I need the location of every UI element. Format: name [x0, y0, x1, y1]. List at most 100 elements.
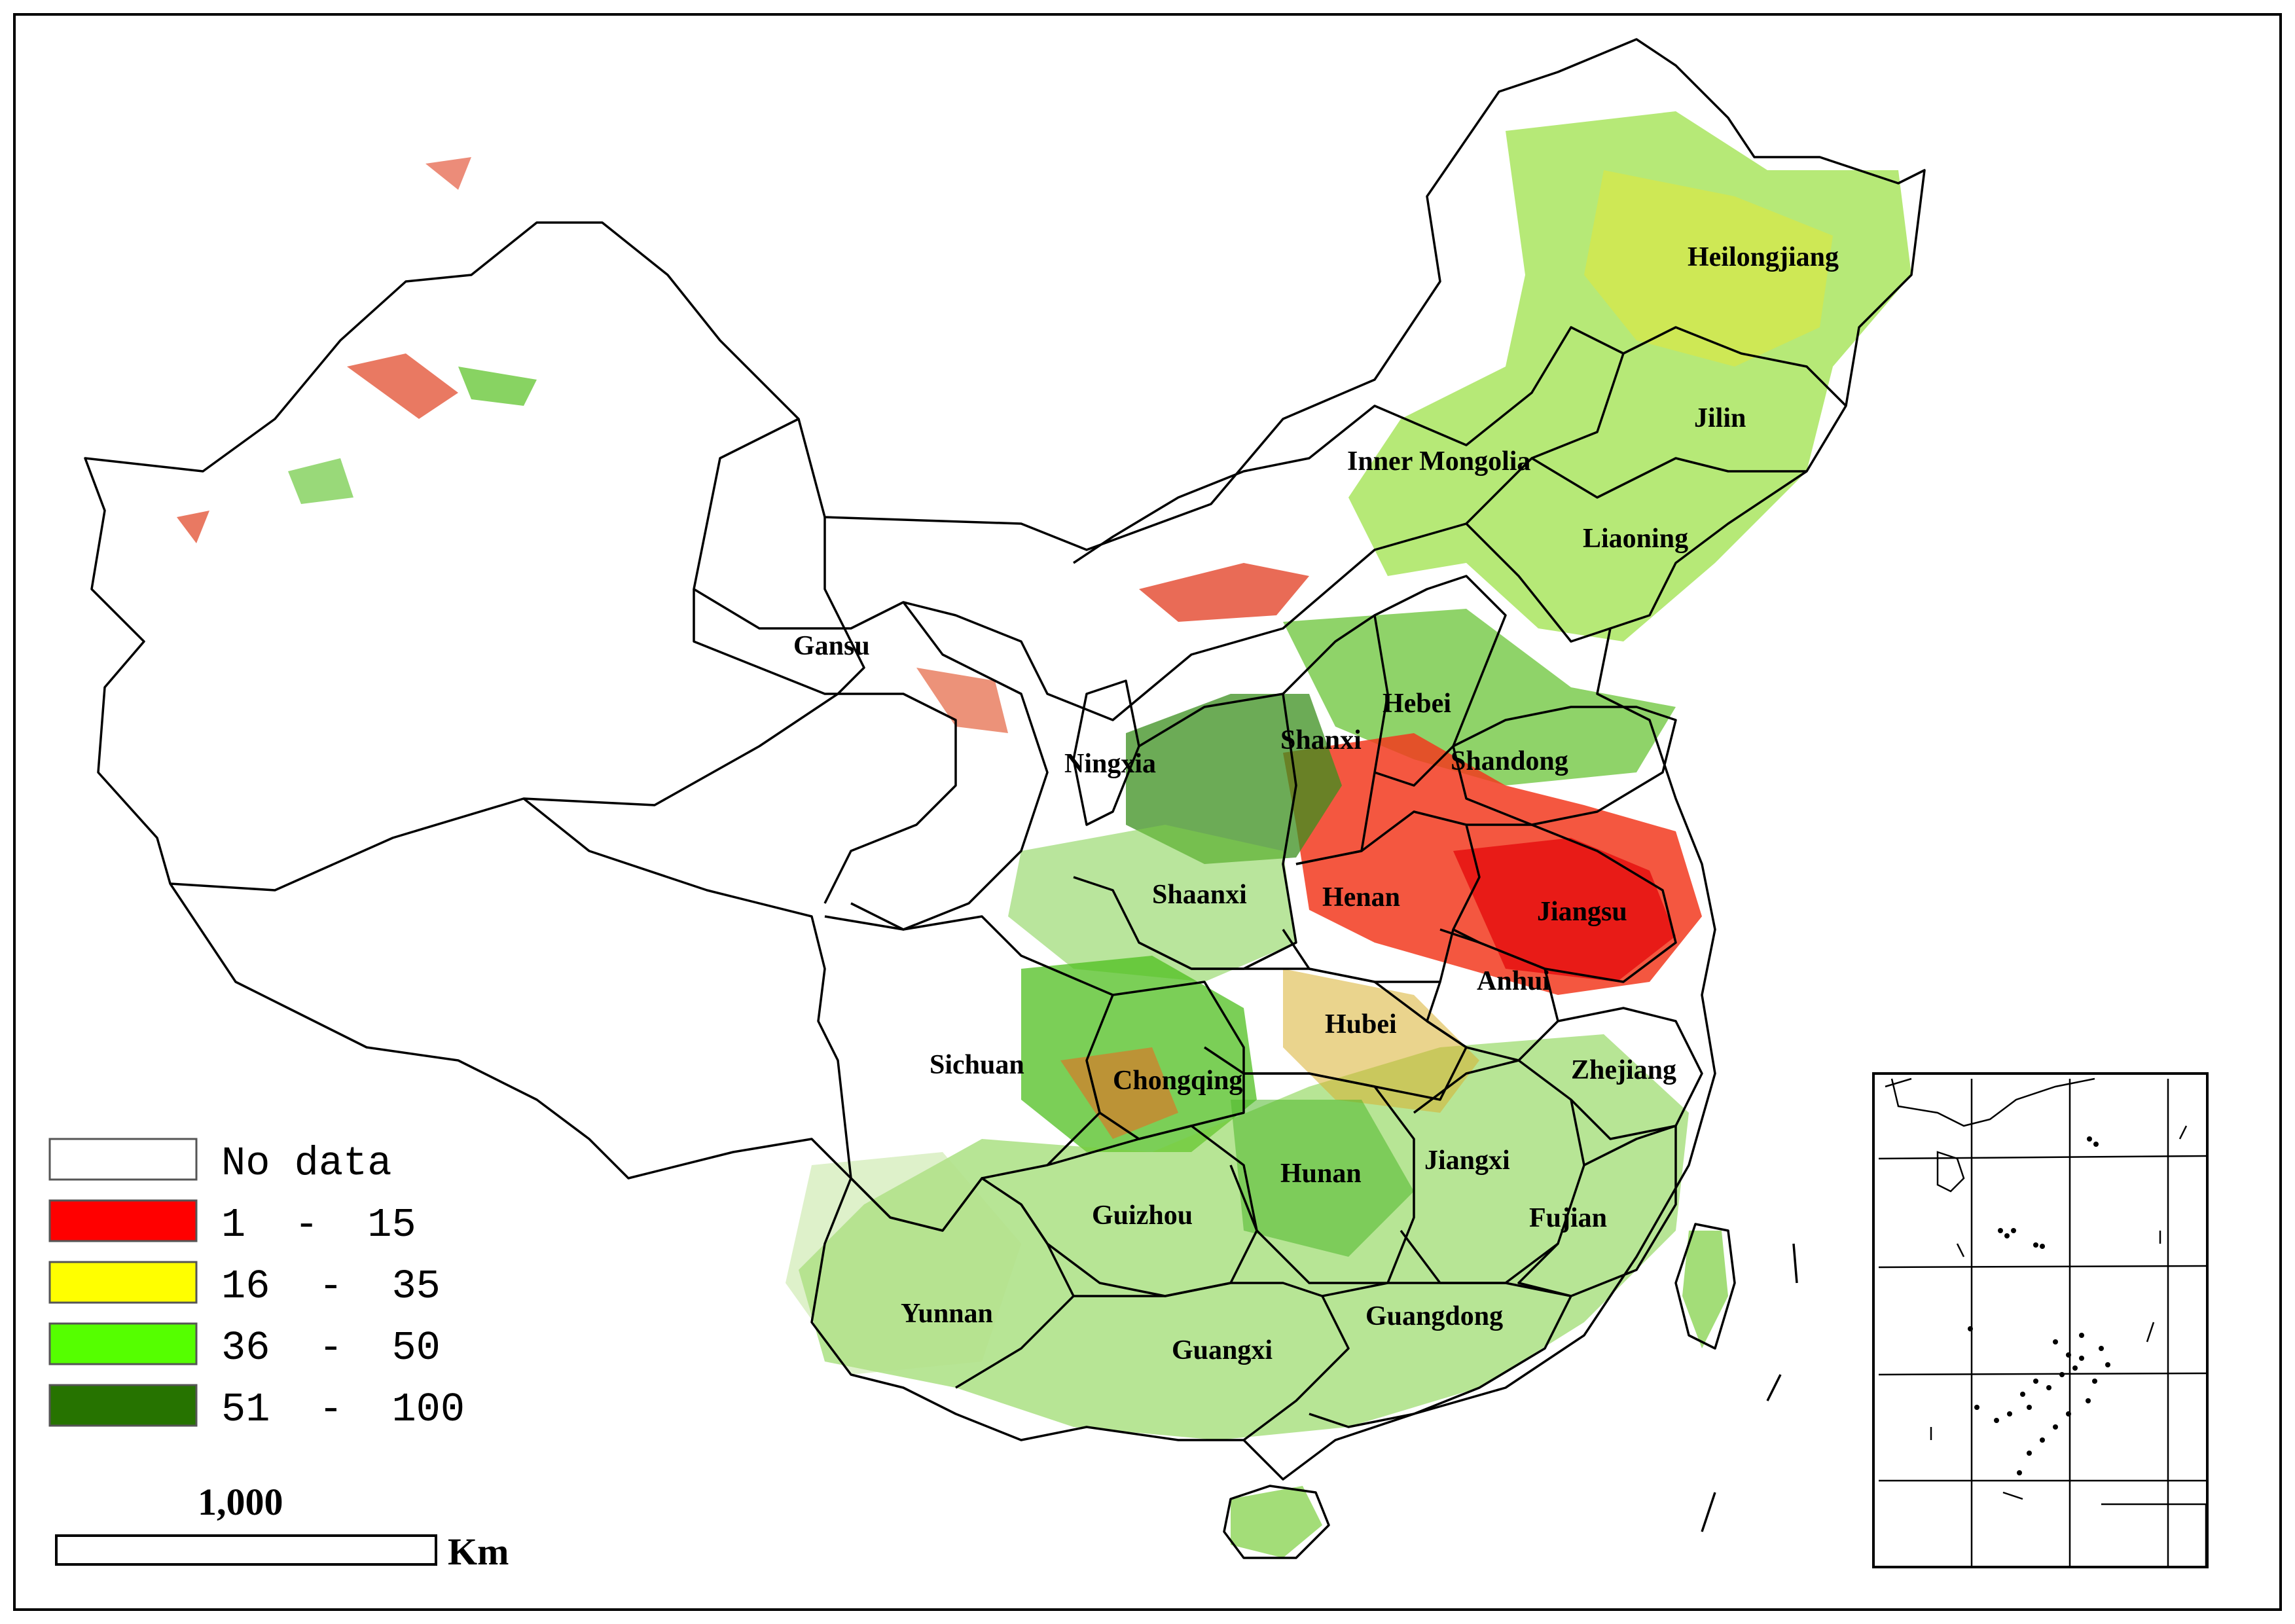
inset-island [2033, 1242, 2038, 1248]
boundary-zhejiang [1557, 1007, 1703, 1140]
label-shanxi: Shanxi [1280, 725, 1362, 755]
inset-island [2046, 1385, 2051, 1390]
legend-label-16-35: 16 - 35 [221, 1263, 441, 1310]
inset-island [2027, 1451, 2032, 1456]
inset-island [2020, 1392, 2025, 1397]
label-hubei: Hubei [1325, 1009, 1397, 1039]
boundary-guangxi [1074, 1282, 1350, 1441]
boundary-guizhou [1020, 1125, 1258, 1297]
boundary-shaanxi [1073, 693, 1297, 970]
raster-xinjiang-2 [458, 367, 537, 406]
boundary-gansu-east [850, 601, 1049, 931]
boundary-sea-dash-3 [1701, 1492, 1716, 1532]
label-inner-mongolia: Inner Mongolia [1347, 446, 1530, 477]
inset-grid-h3 [1878, 1372, 2207, 1376]
inset-dash-2 [2146, 1322, 2155, 1343]
inset-grid-h2 [1878, 1265, 2207, 1269]
boundary-liaoning [1465, 522, 1611, 643]
label-jiangxi: Jiangxi [1424, 1146, 1510, 1176]
label-fujian: Fujian [1529, 1203, 1607, 1233]
inset-island [1994, 1418, 1999, 1423]
raster-xinjiang-5 [425, 157, 471, 190]
raster-gansu-red [916, 668, 1008, 733]
scale-bar-value: 1,000 [198, 1481, 283, 1523]
boundaries [84, 38, 1926, 1559]
inset-island [2033, 1379, 2038, 1384]
legend-swatch-1-15 [48, 1199, 198, 1242]
inset-island [2059, 1372, 2065, 1377]
legend: No data 1 - 15 16 - 35 36 - 50 51 - 100 [48, 1138, 465, 1433]
inset-island [2079, 1356, 2084, 1361]
raster-xinjiang-4 [288, 458, 353, 504]
label-shaanxi: Shaanxi [1152, 880, 1247, 910]
province-labels: Heilongjiang Jilin Inner Mongolia Liaoni… [793, 242, 1839, 1365]
label-henan: Henan [1322, 882, 1400, 912]
inset-island [2011, 1228, 2016, 1233]
boundary-inner-mongolia [693, 326, 1625, 721]
label-gansu: Gansu [793, 631, 870, 661]
label-liaoning: Liaoning [1583, 524, 1688, 554]
inset-island [2066, 1411, 2071, 1416]
boundary-fujian [1517, 1125, 1677, 1297]
inset-corner-box [2101, 1503, 2207, 1566]
inset-islands [1968, 1136, 2110, 1475]
legend-label-51-100: 51 - 100 [221, 1386, 465, 1433]
label-heilongjiang: Heilongjiang [1688, 242, 1839, 272]
inset-island [2004, 1233, 2010, 1238]
inset-island [2053, 1339, 2058, 1344]
inset-island [2017, 1470, 2022, 1475]
raster-xinjiang-3 [177, 511, 209, 543]
inset-coast [1885, 1077, 2095, 1127]
raster-south-green [799, 1034, 1689, 1440]
raster-jiangsu-red [1453, 838, 1676, 982]
boundary-hunan [1229, 1072, 1415, 1284]
label-yunnan: Yunnan [901, 1299, 993, 1329]
boundary-hebei [1374, 575, 1507, 787]
boundary-jilin [1531, 457, 1807, 499]
inset-island [2086, 1398, 2091, 1403]
label-hebei: Hebei [1382, 689, 1451, 719]
boundary-tibet-qinghai [522, 797, 852, 1179]
inset-island [2099, 1346, 2104, 1351]
inset-dash-6 [2002, 1491, 2023, 1500]
label-jiangsu: Jiangsu [1537, 897, 1627, 927]
raster-northeast-yellow [1584, 170, 1833, 367]
inset-grid-h1 [1878, 1155, 2207, 1160]
label-guangdong: Guangdong [1365, 1301, 1503, 1331]
boundary-ningxia [1072, 679, 1140, 826]
inset-island [2092, 1379, 2097, 1384]
boundary-taiwan [1674, 1223, 1736, 1350]
inset-dash-3 [2178, 1125, 2188, 1140]
inset-island [2066, 1352, 2071, 1358]
scale-bar-unit: Km [448, 1530, 509, 1573]
inset-island [2053, 1424, 2058, 1430]
inset-island [2027, 1405, 2032, 1410]
inset-hainan [1936, 1151, 1965, 1193]
inset-dash-1 [1956, 1243, 1965, 1257]
inset-island [2093, 1142, 2099, 1147]
boundary-hainan [1223, 1485, 1330, 1559]
legend-label-1-15: 1 - 15 [221, 1202, 416, 1248]
label-hunan: Hunan [1280, 1159, 1362, 1189]
raster-taiwan [1682, 1231, 1728, 1348]
label-guizhou: Guizhou [1092, 1200, 1193, 1231]
inset-south-china-sea [1872, 1072, 2209, 1568]
boundary-sea-dash-2 [1766, 1374, 1782, 1401]
raster-hubei-red [1283, 969, 1479, 1113]
inset-island [2007, 1411, 2012, 1416]
boundary-heilongjiang [1623, 326, 1847, 407]
label-jilin: Jilin [1694, 403, 1746, 433]
label-ningxia: Ningxia [1064, 749, 1156, 779]
raster-xinjiang-1 [347, 353, 458, 419]
label-chongqing: Chongqing [1113, 1066, 1242, 1096]
label-zhejiang: Zhejiang [1571, 1055, 1676, 1085]
boundary-guangdong [1309, 1282, 1572, 1428]
label-guangxi: Guangxi [1172, 1335, 1273, 1365]
boundary-chongqing [1085, 981, 1245, 1140]
scale-bar-rect [55, 1534, 437, 1566]
raster-loess-darkgreen [1126, 694, 1342, 864]
raster-hainan [1231, 1486, 1322, 1558]
inset-island [1968, 1326, 1973, 1331]
label-anhui: Anhui [1477, 966, 1550, 996]
